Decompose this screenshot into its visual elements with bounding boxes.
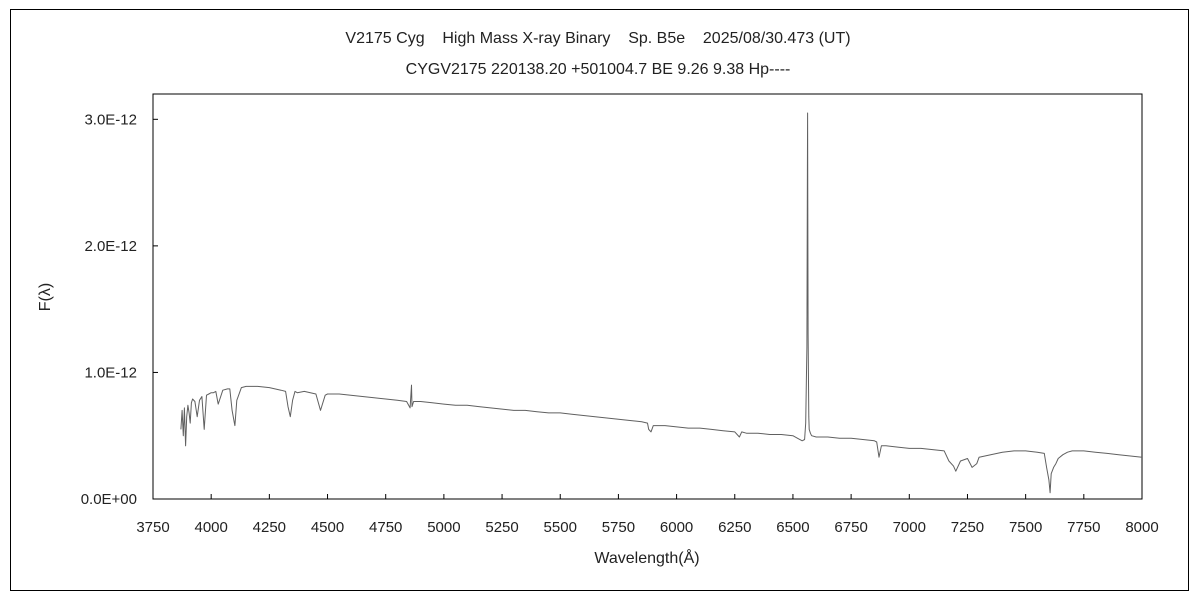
y-axis-label: F(λ) [37, 283, 54, 311]
spectrum-series-line [180, 112, 1143, 494]
x-tick-label: 6000 [660, 519, 693, 536]
y-tick-label: 1.0E-12 [84, 364, 137, 381]
y-axis-ticks: 0.0E+00 1.0E-12 2.0E-12 3.0E-12 [81, 111, 158, 508]
y-tick-label: 3.0E-12 [84, 111, 137, 128]
x-tick-label: 7750 [1067, 519, 1100, 536]
chart-subtitle: CYGV2175 220138.20 +501004.7 BE 9.26 9.3… [406, 61, 791, 78]
x-tick-label: 7000 [893, 519, 926, 536]
x-tick-label: 4250 [253, 519, 286, 536]
x-tick-label: 6750 [834, 519, 867, 536]
x-axis-label: Wavelength(Å) [594, 548, 699, 567]
x-tick-label: 7500 [1009, 519, 1042, 536]
plot-area [152, 93, 1143, 500]
x-tick-label: 5000 [427, 519, 460, 536]
x-axis-ticks: 3750 4000 4250 4500 4750 5000 5250 5500 5750 6000… [136, 494, 1159, 536]
y-tick-label: 2.0E-12 [84, 238, 137, 255]
x-tick-label: 6500 [776, 519, 809, 536]
x-tick-label: 4000 [194, 519, 227, 536]
x-tick-label: 3750 [136, 519, 169, 536]
x-tick-label: 8000 [1125, 519, 1158, 536]
x-tick-label: 4750 [369, 519, 402, 536]
chart-frame [10, 9, 1189, 591]
x-tick-label: 7250 [951, 519, 984, 536]
y-tick-label: 0.0E+00 [81, 491, 137, 508]
x-tick-label: 4500 [311, 519, 344, 536]
chart-title: V2175 Cyg High Mass X-ray Binary Sp. B5e… [345, 30, 850, 47]
x-tick-label: 6250 [718, 519, 751, 536]
x-tick-label: 5500 [544, 519, 577, 536]
x-tick-label: 5250 [485, 519, 518, 536]
x-tick-label: 5750 [602, 519, 635, 536]
